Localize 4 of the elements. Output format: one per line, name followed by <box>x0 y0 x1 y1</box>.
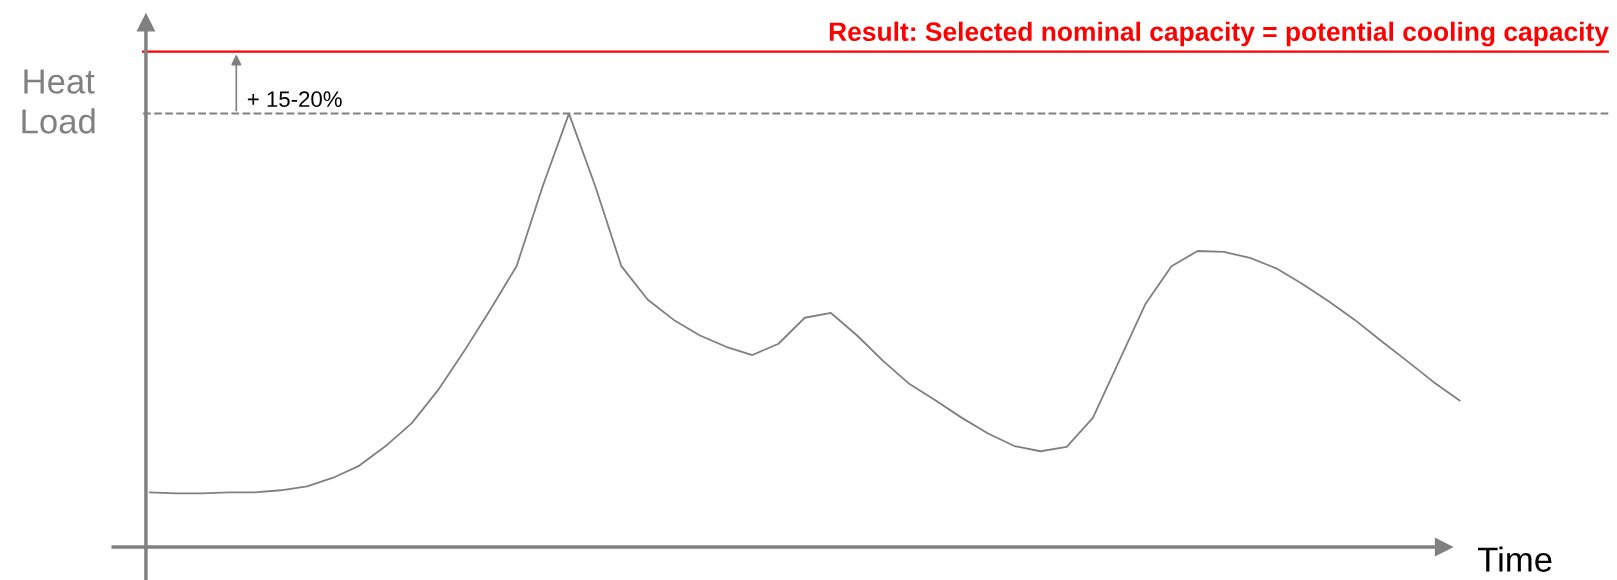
x-axis-title: Time <box>1477 546 1552 572</box>
y-axis-title: Heat Load <box>22 69 95 134</box>
ref-line-label: Result: Selected nominal capacity = potential cooling capacity <box>829 21 1609 47</box>
text: + 15-20% <box>247 91 342 108</box>
